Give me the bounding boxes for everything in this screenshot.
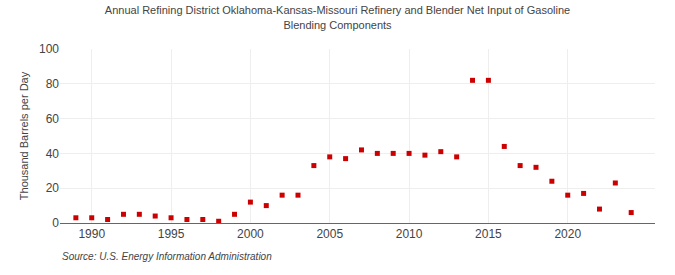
svg-text:1990: 1990 [78, 227, 105, 241]
svg-text:Thousand Barrels per Day: Thousand Barrels per Day [18, 71, 30, 200]
svg-text:40: 40 [46, 147, 60, 161]
svg-text:20: 20 [46, 181, 60, 195]
svg-text:Source: U.S. Energy Informatio: Source: U.S. Energy Information Administ… [62, 251, 272, 262]
svg-text:2015: 2015 [475, 227, 502, 241]
svg-text:Annual Refining District Oklah: Annual Refining District Oklahoma-Kansas… [105, 4, 570, 30]
svg-text:100: 100 [39, 42, 59, 56]
svg-text:60: 60 [46, 112, 60, 126]
svg-text:1995: 1995 [158, 227, 185, 241]
svg-text:2010: 2010 [396, 227, 423, 241]
svg-text:2005: 2005 [316, 227, 343, 241]
svg-text:80: 80 [46, 77, 60, 91]
svg-text:2000: 2000 [237, 227, 264, 241]
svg-text:0: 0 [52, 216, 59, 230]
svg-text:2020: 2020 [554, 227, 581, 241]
